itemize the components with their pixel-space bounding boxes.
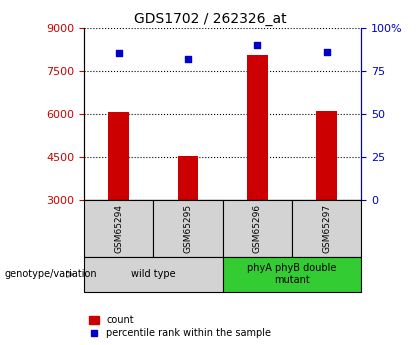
Bar: [247, 55, 268, 200]
Text: GSM65297: GSM65297: [322, 204, 331, 253]
Bar: [178, 156, 198, 200]
Point: [185, 56, 192, 61]
Point: [323, 49, 330, 55]
Text: GSM65295: GSM65295: [184, 204, 192, 253]
Text: genotype/variation: genotype/variation: [4, 269, 97, 279]
Point: [254, 42, 260, 48]
Text: phyA phyB double
mutant: phyA phyB double mutant: [247, 264, 336, 285]
Bar: [108, 112, 129, 200]
Text: GDS1702 / 262326_at: GDS1702 / 262326_at: [134, 12, 286, 26]
Text: GSM65296: GSM65296: [253, 204, 262, 253]
Text: wild type: wild type: [131, 269, 176, 279]
Legend: count, percentile rank within the sample: count, percentile rank within the sample: [89, 315, 271, 338]
Point: [115, 51, 122, 56]
Bar: [316, 111, 337, 200]
Text: GSM65294: GSM65294: [114, 204, 123, 253]
